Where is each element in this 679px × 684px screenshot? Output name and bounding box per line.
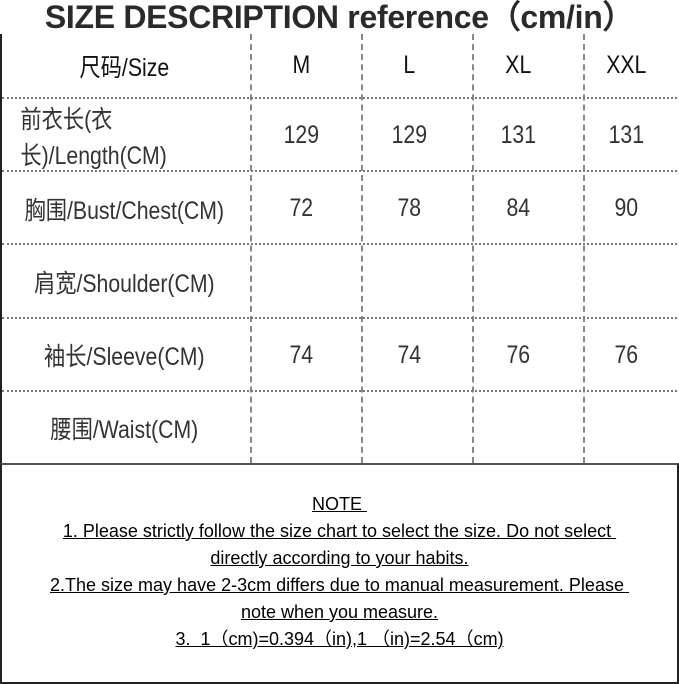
measurement-cell: 84 [506, 194, 530, 223]
size-header: XL [505, 51, 532, 79]
measurement-cell: 76 [506, 340, 530, 369]
size-header: XXL [606, 51, 647, 79]
table-row: 袖长/Sleeve(CM) 74 74 76 76 [2, 316, 679, 392]
measurement-cell: 90 [614, 194, 639, 223]
note-heading: NOTE [311, 494, 367, 514]
note-line: note when you measure. [240, 602, 439, 622]
measurement-cell [363, 245, 455, 318]
measurement-cell: 129 [391, 121, 428, 149]
note-line: 1. Please strictly follow the size chart… [62, 521, 617, 541]
note-box: NOTE 1. Please strictly follow the size … [0, 463, 679, 684]
row-label: 胸围/Bust/Chest(CM) [24, 196, 225, 225]
size-table: 尺码/Size M L XL XXL 前衣长(衣长)/Length(CM) 129 129 13… [0, 34, 679, 463]
table-row: 腰围/Waist(CM) [2, 389, 679, 465]
row-label: 前衣长(衣长)/Length(CM) [20, 105, 167, 170]
measurement-cell: 129 [283, 121, 319, 149]
measurement-cell: 74 [289, 340, 313, 369]
row-label: 腰围/Waist(CM) [50, 416, 199, 445]
measurement-cell: 131 [500, 121, 536, 149]
row-label: 袖长/Sleeve(CM) [43, 343, 205, 372]
size-header: M [292, 51, 310, 79]
note-line: 2.The size may have 2-3cm differs due to… [50, 575, 629, 595]
measurement-cell: 76 [614, 340, 639, 369]
measurement-cell [581, 245, 673, 318]
measurement-cell [255, 392, 347, 465]
column-divider [250, 34, 252, 463]
column-divider [361, 34, 363, 463]
column-divider [583, 34, 585, 463]
measurement-cell [472, 392, 564, 465]
table-row: 前衣长(衣长)/Length(CM) 129 129 131 131 [2, 97, 679, 172]
note-line: directly according to your habits. [210, 548, 469, 568]
page-title: SIZE DESCRIPTION reference（cm/in） [44, 0, 635, 35]
measurement-cell: 131 [608, 121, 645, 149]
measurement-cell: 78 [397, 194, 422, 223]
size-header: L [403, 51, 416, 79]
measurement-cell: 72 [289, 194, 313, 223]
measurement-cell [363, 392, 455, 465]
measurement-cell [255, 245, 347, 318]
measurement-cell [472, 245, 564, 318]
measurement-cell: 74 [397, 340, 422, 369]
row-label: 肩宽/Shoulder(CM) [33, 269, 215, 298]
table-row: 胸围/Bust/Chest(CM) 72 78 84 90 [2, 170, 679, 245]
note-line: 3. 1（cm)=0.394（in),1 （in)=2.54（cm) [175, 629, 504, 649]
measurement-cell [581, 392, 673, 465]
size-label-header: 尺码/Size [79, 53, 170, 82]
table-header-row: 尺码/Size M L XL XXL [2, 34, 679, 97]
table-row: 肩宽/Shoulder(CM) [2, 243, 679, 318]
column-divider [472, 34, 474, 463]
